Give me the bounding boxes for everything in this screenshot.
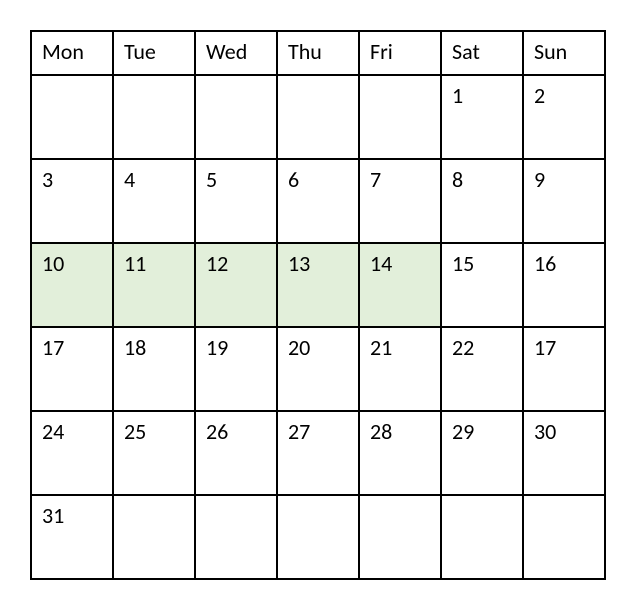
calendar-cell-highlighted: 12 [195, 243, 277, 327]
calendar-cell: 24 [31, 411, 113, 495]
calendar-cell [195, 495, 277, 579]
calendar-cell: 2 [523, 75, 605, 159]
calendar-cell: 17 [31, 327, 113, 411]
calendar-cell [31, 75, 113, 159]
calendar-cell: 16 [523, 243, 605, 327]
calendar-header-thu: Thu [277, 31, 359, 75]
calendar-cell-highlighted: 10 [31, 243, 113, 327]
calendar-cell: 7 [359, 159, 441, 243]
calendar-header-mon: Mon [31, 31, 113, 75]
calendar-cell: 30 [523, 411, 605, 495]
calendar-cell: 19 [195, 327, 277, 411]
calendar-cell [277, 495, 359, 579]
calendar-cell: 6 [277, 159, 359, 243]
calendar-table: Mon Tue Wed Thu Fri Sat Sun 1 2 3 4 5 6 … [30, 30, 606, 580]
calendar-header-sat: Sat [441, 31, 523, 75]
calendar-row: 3 4 5 6 7 8 9 [31, 159, 605, 243]
calendar-cell: 31 [31, 495, 113, 579]
calendar-body: 1 2 3 4 5 6 7 8 9 10 11 12 13 14 15 16 1… [31, 75, 605, 579]
calendar-row: 24 25 26 27 28 29 30 [31, 411, 605, 495]
calendar-cell: 29 [441, 411, 523, 495]
calendar-header-fri: Fri [359, 31, 441, 75]
calendar-cell [113, 495, 195, 579]
calendar-cell: 9 [523, 159, 605, 243]
calendar-cell: 20 [277, 327, 359, 411]
calendar-cell: 5 [195, 159, 277, 243]
calendar-cell [113, 75, 195, 159]
calendar-cell: 1 [441, 75, 523, 159]
calendar-cell: 22 [441, 327, 523, 411]
calendar-cell: 17 [523, 327, 605, 411]
calendar-header-row: Mon Tue Wed Thu Fri Sat Sun [31, 31, 605, 75]
calendar-cell [359, 495, 441, 579]
calendar-cell: 4 [113, 159, 195, 243]
calendar-cell-highlighted: 11 [113, 243, 195, 327]
calendar-cell-highlighted: 13 [277, 243, 359, 327]
calendar-cell [523, 495, 605, 579]
calendar-row: 31 [31, 495, 605, 579]
calendar-header-wed: Wed [195, 31, 277, 75]
calendar-cell [195, 75, 277, 159]
calendar-cell: 15 [441, 243, 523, 327]
calendar-cell: 27 [277, 411, 359, 495]
calendar-row: 1 2 [31, 75, 605, 159]
calendar-cell [359, 75, 441, 159]
calendar-cell: 21 [359, 327, 441, 411]
calendar-cell: 28 [359, 411, 441, 495]
calendar-cell-highlighted: 14 [359, 243, 441, 327]
calendar-row: 10 11 12 13 14 15 16 [31, 243, 605, 327]
calendar-header-tue: Tue [113, 31, 195, 75]
calendar-header-sun: Sun [523, 31, 605, 75]
calendar-cell [277, 75, 359, 159]
calendar-cell: 3 [31, 159, 113, 243]
calendar-cell: 8 [441, 159, 523, 243]
calendar-cell: 26 [195, 411, 277, 495]
calendar-row: 17 18 19 20 21 22 17 [31, 327, 605, 411]
calendar-cell: 18 [113, 327, 195, 411]
calendar-cell [441, 495, 523, 579]
calendar-cell: 25 [113, 411, 195, 495]
